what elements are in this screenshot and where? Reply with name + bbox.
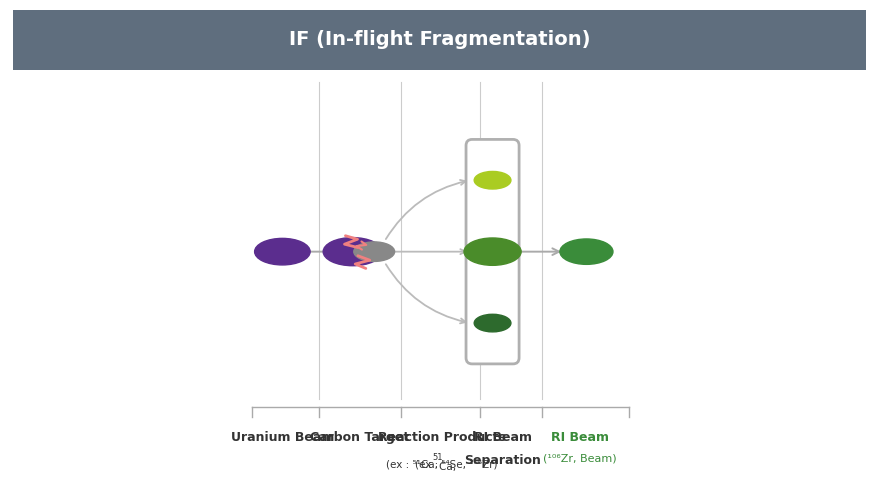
FancyBboxPatch shape xyxy=(465,140,519,364)
Text: Separation: Separation xyxy=(464,454,541,467)
Text: RI Beam: RI Beam xyxy=(473,431,531,444)
Ellipse shape xyxy=(473,171,510,189)
Text: IF (In-flight Fragmentation): IF (In-flight Fragmentation) xyxy=(288,30,590,49)
Text: Carbon Target: Carbon Target xyxy=(310,431,409,444)
Text: Ca,: Ca, xyxy=(439,462,459,472)
Text: (¹⁰⁶Zr, Beam): (¹⁰⁶Zr, Beam) xyxy=(543,454,616,464)
FancyBboxPatch shape xyxy=(0,7,878,73)
Ellipse shape xyxy=(464,238,521,265)
Ellipse shape xyxy=(473,314,510,332)
Ellipse shape xyxy=(323,238,382,266)
FancyArrowPatch shape xyxy=(385,264,465,323)
Text: Reaction Products: Reaction Products xyxy=(378,431,505,444)
FancyArrowPatch shape xyxy=(385,180,465,239)
FancyArrowPatch shape xyxy=(386,249,464,254)
Ellipse shape xyxy=(353,242,394,261)
Text: (ex : ⁵¹Ca, ⁵⁴Se, ¹⁰⁶Zr): (ex : ⁵¹Ca, ⁵⁴Se, ¹⁰⁶Zr) xyxy=(385,460,497,470)
Text: 51: 51 xyxy=(432,453,443,462)
Text: RI Beam: RI Beam xyxy=(551,431,608,444)
Ellipse shape xyxy=(559,239,612,264)
Ellipse shape xyxy=(255,239,310,265)
Text: Uranium Beam: Uranium Beam xyxy=(230,431,334,444)
Text: (ex :: (ex : xyxy=(414,460,441,470)
